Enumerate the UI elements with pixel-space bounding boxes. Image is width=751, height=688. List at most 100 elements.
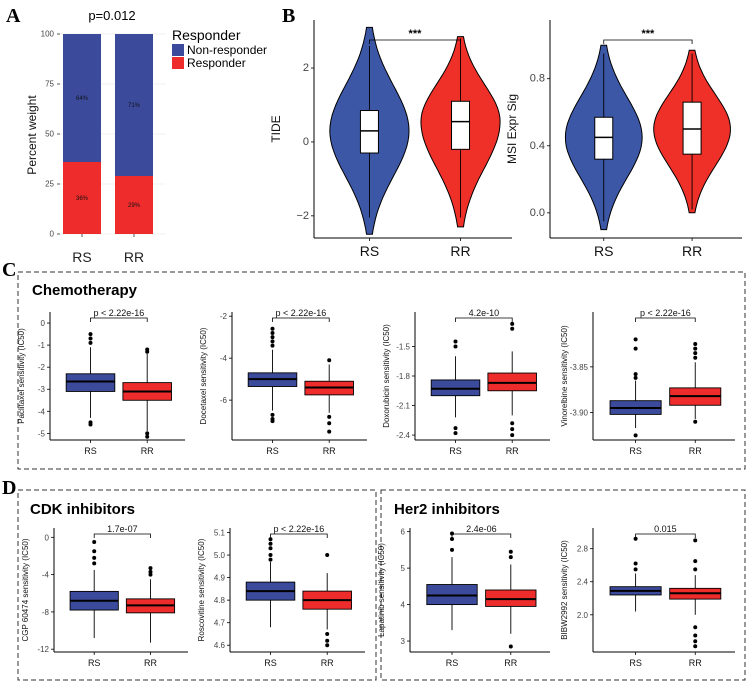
outlier-point-rr (693, 538, 698, 543)
legend-swatch-responder (172, 57, 184, 69)
x-tick-label: RS (629, 658, 642, 668)
outlier-point-rs (92, 555, 97, 560)
x-tick-label: RS (84, 446, 97, 456)
x-tick-label: RS (72, 249, 91, 265)
outlier-point-rr (508, 549, 513, 554)
y-tick-label: -1.5 (396, 342, 410, 351)
outlier-point-rr (145, 434, 150, 439)
outlier-point-rs (633, 337, 638, 342)
significance-bracket (603, 39, 693, 44)
panel-d-cgp60474-plot: 0 -4 -8 -12 CGP 60474 sensitivity (IC50) RS RR… (21, 524, 188, 668)
outlier-point-rr (327, 421, 332, 426)
y-tick-label: 50 (45, 130, 54, 139)
y-tick-label: 0.0 (530, 207, 545, 219)
bar-label-non-responder: 71% (128, 103, 141, 109)
outlier-point-rr (510, 321, 515, 326)
y-axis-label: Doxorubicin sensitivity (IC50) (382, 324, 391, 428)
outlier-point-rr (693, 346, 698, 351)
panel-b: B 2 0 −2 TIDE RS RR *** 0.8 0.4 0.0 MSI Expr Sig R… (269, 5, 742, 259)
x-tick-label: RS (360, 243, 379, 259)
significance-label: *** (641, 28, 655, 40)
x-tick-label: RR (144, 658, 157, 668)
significance-label: 1.7e-07 (107, 524, 138, 534)
outlier-point-rr (693, 644, 698, 649)
y-tick-label: 2 (303, 62, 309, 74)
panel-a-pvalue: p=0.012 (88, 8, 135, 23)
x-tick-label: RS (629, 446, 642, 456)
x-tick-label: RR (450, 243, 470, 259)
outlier-point-rs (270, 412, 275, 417)
outlier-point-rs (270, 339, 275, 344)
y-tick-label: -4 (220, 354, 228, 363)
outlier-point-rs (88, 422, 93, 427)
x-tick-label: RR (689, 446, 702, 456)
panel-d-cdk-title: CDK inhibitors (30, 501, 135, 518)
panel-c-doxorubicin-plot: -1.5 -1.8 -2.1 -2.4 Doxorubicin sensitivity … (382, 308, 550, 456)
x-tick-label: RR (689, 658, 702, 668)
y-axis-label: MSI Expr Sig (505, 94, 519, 164)
panel-d-cdk-frame (17, 489, 377, 681)
bar-label-responder: 36% (76, 196, 89, 202)
outlier-point-rr (325, 553, 330, 558)
panel-b-msi-plot: 0.8 0.4 0.0 MSI Expr Sig RS RR *** (505, 20, 742, 259)
y-tick-label: 100 (41, 30, 55, 39)
y-axis-label: CGP 60474 sensitivity (IC50) (21, 538, 30, 641)
outlier-point-rr (145, 431, 150, 436)
significance-bracket (635, 533, 696, 538)
y-tick-label: 4.9 (214, 574, 226, 583)
outlier-point-rr (508, 644, 513, 649)
outlier-point-rs (268, 557, 273, 562)
y-tick-label: -4 (38, 407, 46, 416)
significance-bracket (451, 533, 512, 538)
outlier-point-rr (693, 639, 698, 644)
box-rs (65, 373, 116, 392)
y-tick-label: -3.90 (570, 409, 589, 418)
outlier-point-rr (693, 342, 698, 346)
outlier-point-rs (270, 326, 275, 331)
significance-bracket (455, 317, 513, 322)
outlier-point-rs (92, 549, 97, 554)
outlier-point-rs (270, 335, 275, 340)
outlier-point-rs (268, 537, 273, 542)
outlier-point-rr (510, 326, 515, 331)
significance-bracket (272, 317, 330, 322)
y-axis-label: Paclitaxel sensitivity (IC50) (17, 328, 26, 424)
y-tick-label: -4 (42, 571, 50, 580)
outlier-point-rs (268, 546, 273, 551)
panel-d: D CDK inhibitors Her2 inhibitors 0 -4 -8 -1… (2, 477, 746, 681)
x-tick-label: RS (594, 243, 613, 259)
y-tick-label: -1 (38, 341, 46, 350)
y-tick-label: 6 (401, 528, 406, 537)
legend-item-responder: Responder (187, 56, 246, 70)
outlier-point-rr (510, 421, 515, 426)
panel-c-paclitaxel-plot: 0 -1 -2 -3 -4 -5 Paclitaxel sensitivity (IC50)… (17, 308, 185, 456)
y-axis-label: Vinorelbine sensitivity (IC50) (560, 325, 569, 427)
bar-non-responder-rr (115, 34, 153, 176)
y-tick-label: 5.0 (214, 551, 226, 560)
outlier-point-rr (148, 566, 153, 571)
x-tick-label: RR (321, 658, 334, 668)
outlier-point-rs (633, 433, 638, 438)
panel-c-letter: C (2, 259, 16, 281)
outlier-point-rr (693, 633, 698, 638)
y-tick-label: 5 (401, 564, 406, 573)
y-tick-label: 2.8 (577, 545, 589, 554)
panel-d-roscovitine-plot: 5.1 5.0 4.9 4.8 4.7 4.6 Roscovitine sensitivit… (197, 524, 365, 668)
y-tick-label: -6 (220, 396, 228, 405)
panel-c: C Chemotherapy 0 -1 -2 -3 -4 -5 Paclitaxel sen… (2, 259, 746, 470)
outlier-point-rs (633, 375, 638, 380)
outlier-point-rr (693, 567, 698, 572)
outlier-point-rs (453, 339, 458, 344)
significance-label: 0.015 (654, 524, 677, 534)
panel-a-letter: A (6, 5, 21, 27)
panel-a-plot: 0 25 50 75 100 64% 36% RS 71% 29% RR (41, 30, 166, 265)
outlier-point-rs (633, 536, 638, 541)
outlier-point-rr (693, 625, 698, 630)
y-axis-label: TIDE (269, 115, 283, 142)
outlier-point-rs (453, 426, 458, 431)
outlier-point-rs (633, 372, 638, 377)
panel-b-tide-plot: 2 0 −2 TIDE RS RR *** (269, 20, 512, 259)
outlier-point-rs (450, 547, 454, 552)
significance-label: 4.2e-10 (469, 308, 500, 318)
